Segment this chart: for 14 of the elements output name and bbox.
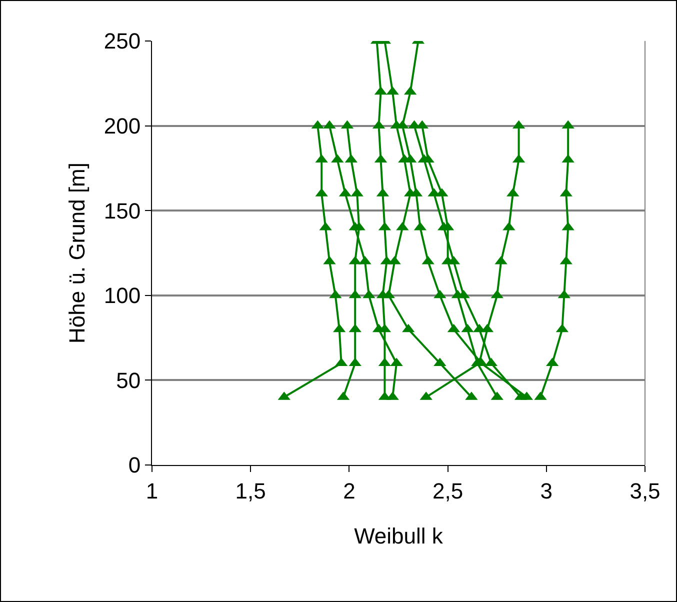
y-tick-label: 250 — [104, 28, 141, 54]
y-tick-label: 0 — [128, 452, 141, 478]
x-tick-label: 2 — [343, 478, 356, 504]
x-tick-label: 3 — [540, 478, 553, 504]
y-axis-title: Höhe ü. Grund [m] — [64, 162, 90, 344]
x-tick-label: 2,5 — [432, 478, 464, 504]
y-tick-label: 150 — [104, 198, 141, 224]
y-tick-label: 100 — [104, 283, 141, 308]
y-tick-label: 50 — [116, 368, 141, 393]
x-axis-title: Weibull k — [354, 523, 444, 548]
y-tick-label: 200 — [104, 114, 141, 138]
x-tick-label: 3,5 — [630, 478, 660, 504]
x-tick-label: 1,5 — [235, 478, 266, 504]
x-tick-label: 1 — [146, 478, 158, 504]
